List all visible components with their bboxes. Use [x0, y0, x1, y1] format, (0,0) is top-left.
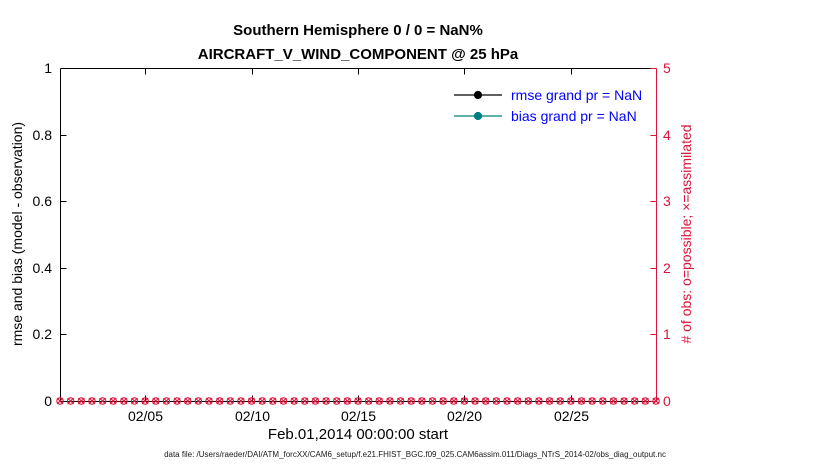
legend: rmse grand pr = NaN bias grand pr = NaN: [452, 84, 642, 126]
left-y-tick-label: 0.2: [32, 326, 52, 342]
x-tick-label: 02/05: [127, 408, 164, 424]
rmse-line-marker-icon: [454, 90, 502, 99]
legend-item-rmse: rmse grand pr = NaN: [452, 84, 642, 105]
x-tick-label: 02/25: [553, 408, 590, 424]
right-y-tick-label: 0: [663, 393, 671, 409]
legend-label-rmse: rmse grand pr = NaN: [511, 86, 643, 103]
legend-label-bias: bias grand pr = NaN: [511, 107, 637, 124]
x-tick-label: 02/15: [340, 408, 377, 424]
right-y-tick-label: 4: [663, 127, 671, 143]
data-file-footnote: data file: /Users/raeder/DAI/ATM_forcXX/…: [164, 450, 666, 459]
right-y-tick-label: 2: [663, 260, 671, 276]
right-y-tick-label: 5: [663, 60, 671, 76]
bias-line-marker-icon: [454, 111, 502, 120]
left-y-axis-label: rmse and bias (model - observation): [9, 121, 25, 347]
right-y-tick-label: 3: [663, 193, 671, 209]
left-y-tick-label: 0.8: [32, 127, 52, 143]
right-y-tick-label: 1: [663, 326, 671, 342]
left-y-tick-label: 0.6: [32, 193, 52, 209]
left-y-tick-label: 0.4: [32, 260, 52, 276]
right-y-axis-label: # of obs: o=possible; ×=assimilated: [678, 124, 694, 344]
x-tick-label: 02/20: [446, 408, 483, 424]
chart-title: Southern Hemisphere 0 / 0 = NaN%: [233, 22, 483, 39]
left-y-tick-label: 1: [44, 60, 52, 76]
x-tick-label: 02/10: [234, 408, 271, 424]
x-axis-label: Feb.01,2014 00:00:00 start: [267, 426, 449, 443]
chart-subtitle: AIRCRAFT_V_WIND_COMPONENT @ 25 hPa: [197, 46, 519, 63]
left-y-tick-label: 0: [44, 393, 52, 409]
legend-item-bias: bias grand pr = NaN: [452, 105, 642, 126]
